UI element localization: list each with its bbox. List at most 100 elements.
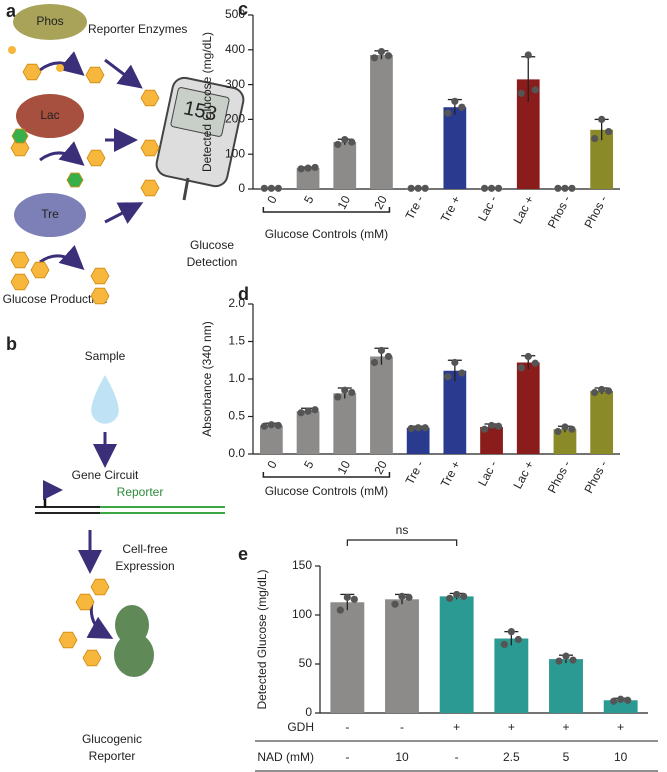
x-tick-label: 5 [301, 458, 317, 471]
x-tick-label: Lac + [510, 193, 536, 226]
bar [553, 429, 577, 454]
data-point [562, 652, 570, 660]
row-label: NAD (mM) [257, 750, 314, 764]
bar [590, 129, 614, 189]
y-tick-label: 0 [305, 705, 312, 719]
significance-bracket [346, 539, 458, 546]
hexagon [140, 139, 160, 157]
table-cell: + [508, 720, 515, 734]
y-axis-label: Detected Glucose (mg/dL) [200, 32, 214, 172]
dot [8, 46, 16, 54]
dna [35, 480, 225, 514]
enzyme [14, 193, 86, 237]
data-point [451, 358, 459, 367]
data-point [531, 359, 539, 367]
data-point [598, 115, 606, 123]
hexagon [22, 63, 42, 81]
y-tick-label: 400 [225, 42, 245, 56]
data-point [336, 606, 344, 614]
data-point [405, 593, 413, 601]
x-tick-label: 10 [335, 193, 354, 212]
hexagon [140, 89, 160, 107]
enzyme [13, 4, 87, 40]
x-tick-label: Phos - [545, 193, 574, 230]
hexagon [10, 273, 30, 291]
diagram-label: Reporter [89, 749, 136, 763]
diagram-label: Reporter [117, 485, 164, 499]
data-point [348, 388, 356, 397]
glucose-meter [155, 76, 245, 201]
table-cell: - [345, 720, 349, 734]
x-tick-label: 10 [335, 458, 354, 477]
data-point [377, 346, 386, 355]
reporter-protein [114, 605, 154, 677]
data-point [267, 184, 275, 192]
hexagon [58, 631, 78, 649]
data-point [610, 697, 618, 705]
hexagon [66, 172, 84, 188]
y-axis-label: Absorbance (340 nm) [200, 321, 214, 436]
table-cell: - [345, 750, 349, 764]
bar [385, 599, 419, 713]
x-tick-label: Tre - [403, 193, 427, 222]
hexagon [30, 261, 50, 279]
data-point [297, 165, 305, 173]
diagram-label: Glucogenic [82, 732, 142, 746]
table-cell: 10 [395, 750, 409, 764]
significance-label: ns [396, 523, 409, 537]
data-point [624, 696, 632, 704]
table-cell: + [617, 720, 624, 734]
panel-letter: d [238, 284, 249, 304]
data-point [458, 103, 466, 111]
bar [516, 79, 540, 189]
data-point [398, 592, 406, 600]
y-tick-label: 0.0 [228, 446, 245, 460]
data-point [605, 127, 613, 136]
hexagon [10, 251, 30, 269]
hexagon [82, 649, 102, 667]
x-tick-label: Phos - [581, 458, 610, 495]
table-cell: + [562, 720, 569, 734]
data-point [561, 423, 569, 431]
data-point [377, 47, 386, 56]
data-point [350, 595, 358, 603]
data-point [494, 422, 503, 430]
data-point [458, 369, 466, 377]
data-point [267, 421, 275, 429]
data-point [617, 695, 625, 703]
y-tick-label: 500 [225, 7, 245, 21]
data-point [421, 424, 429, 432]
table-cell: 10 [614, 750, 628, 764]
data-point [568, 184, 576, 192]
data-point [500, 640, 508, 649]
diagram-label: Expression [115, 559, 174, 573]
data-point [451, 97, 459, 105]
row-label: GDH [287, 720, 314, 734]
data-point [274, 184, 282, 192]
x-tick-label: Phos - [581, 193, 610, 230]
group-bracket [262, 207, 391, 213]
x-tick-label: 0 [264, 458, 280, 471]
bar [439, 596, 474, 713]
data-point [605, 387, 613, 395]
x-tick-label: 0 [264, 193, 280, 206]
bar [333, 142, 357, 189]
hexagon [85, 66, 105, 84]
bar [296, 411, 320, 454]
panel-letter: b [6, 334, 17, 354]
group-label: Glucose Controls (mM) [265, 227, 388, 241]
y-axis-label: Detected Glucose (mg/dL) [255, 569, 269, 709]
y-tick-label: 0 [238, 181, 245, 195]
bar [333, 393, 357, 454]
data-point [304, 407, 312, 415]
data-point [460, 592, 468, 600]
data-point [334, 393, 342, 401]
data-point [444, 109, 452, 117]
data-point [569, 656, 577, 664]
y-tick-label: 0.5 [228, 409, 245, 423]
diagram-label: Glucose Production [3, 292, 108, 306]
data-point [446, 594, 454, 602]
data-point [487, 421, 496, 430]
hexagon [11, 128, 29, 144]
